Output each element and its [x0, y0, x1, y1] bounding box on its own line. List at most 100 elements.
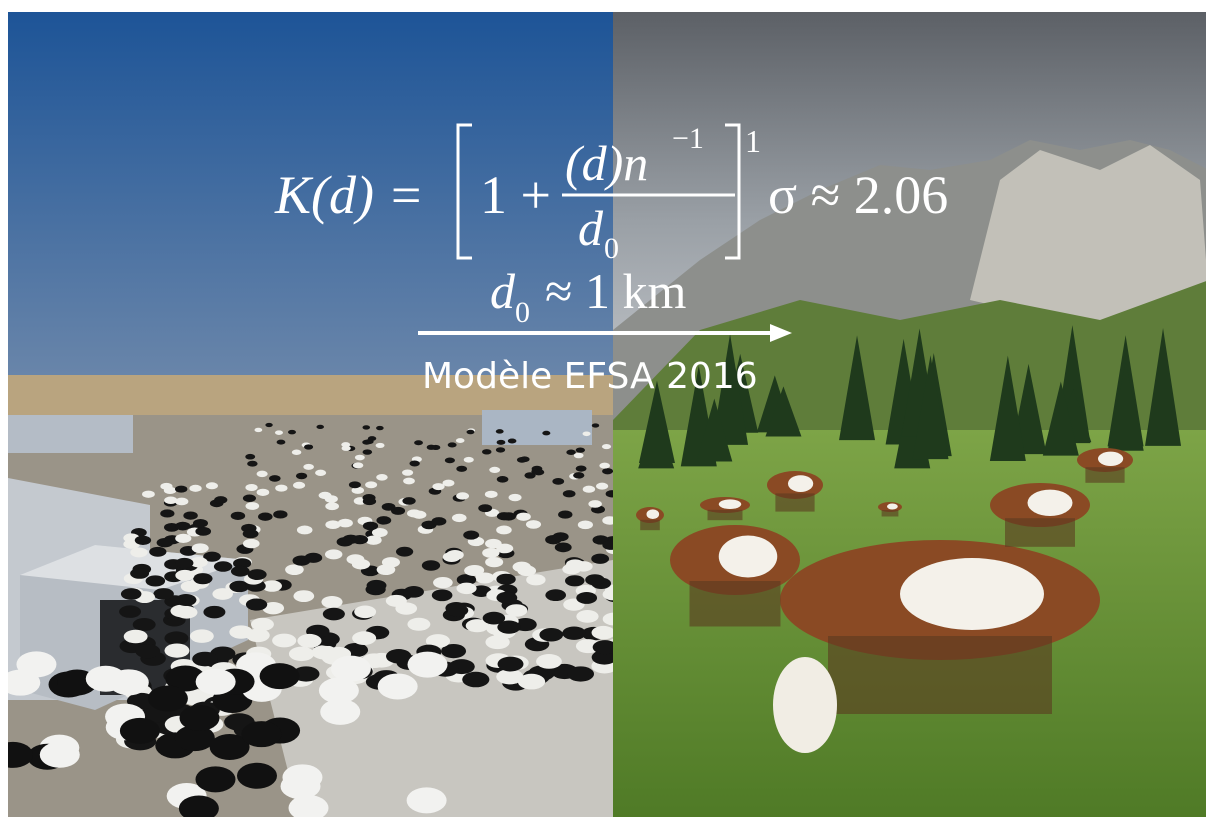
cow: [407, 618, 430, 631]
cow: [293, 590, 314, 602]
cow: [422, 560, 440, 570]
cow: [245, 484, 257, 491]
cow-legs: [708, 510, 743, 520]
cow: [246, 629, 270, 643]
cow: [433, 577, 453, 588]
cow: [599, 463, 610, 469]
cow: [192, 543, 209, 553]
cow: [214, 561, 232, 572]
cow: [243, 539, 260, 548]
cow-patch: [788, 475, 813, 492]
cow: [175, 534, 191, 543]
cow: [157, 538, 174, 547]
cow: [289, 647, 314, 661]
cow-patch: [1098, 452, 1123, 466]
cow: [463, 531, 479, 540]
cow: [175, 558, 193, 568]
scale-value: ≈ 1 km: [545, 263, 686, 319]
cow: [296, 473, 307, 479]
cow: [485, 557, 503, 567]
cow: [516, 513, 531, 521]
cow: [292, 450, 302, 455]
cow: [352, 631, 376, 645]
cow: [304, 553, 322, 563]
cow: [496, 526, 512, 535]
cow-head: [773, 657, 837, 753]
cow-patch: [887, 504, 898, 510]
cow: [376, 443, 385, 448]
cow: [124, 630, 148, 644]
farm-scene: [0, 12, 630, 819]
cow: [247, 461, 257, 467]
cow: [281, 773, 321, 799]
cow: [478, 504, 492, 512]
cow: [164, 631, 188, 645]
cow: [363, 498, 376, 506]
cow: [563, 490, 576, 497]
cow-legs: [828, 636, 1052, 714]
cow: [315, 470, 326, 476]
cow: [462, 672, 489, 688]
cow: [542, 431, 550, 436]
cow: [457, 583, 477, 594]
denominator: d: [578, 200, 604, 256]
cow: [164, 643, 189, 657]
cow: [592, 626, 616, 639]
cow: [265, 423, 272, 427]
cow: [456, 492, 469, 499]
cow: [509, 494, 522, 501]
cow: [160, 509, 174, 517]
barn: [8, 415, 133, 453]
cow: [245, 502, 259, 510]
cow: [160, 483, 172, 490]
exponent: −1: [672, 122, 704, 155]
exponent: 1: [745, 123, 761, 159]
cow: [526, 520, 541, 529]
cow: [175, 522, 190, 531]
cow: [396, 547, 413, 557]
cow: [506, 604, 528, 616]
cow: [496, 574, 515, 585]
cow: [245, 454, 255, 460]
cow: [427, 445, 436, 450]
cow: [353, 462, 364, 468]
cow: [496, 429, 504, 434]
cow: [585, 574, 604, 585]
cow: [254, 428, 262, 432]
cow: [402, 497, 415, 505]
cow: [414, 440, 423, 445]
cow: [498, 657, 524, 672]
cow: [214, 496, 227, 504]
cow: [574, 453, 584, 459]
cow: [576, 447, 585, 452]
cow: [175, 570, 194, 581]
cow: [303, 464, 314, 470]
cow: [120, 718, 160, 744]
cow: [552, 478, 564, 485]
cow: [443, 552, 461, 562]
cow: [175, 486, 187, 493]
cow-legs: [775, 493, 814, 511]
cow: [485, 491, 498, 498]
cow: [386, 595, 407, 607]
cow: [378, 673, 418, 699]
cow: [407, 787, 447, 813]
cow: [526, 574, 545, 585]
cow: [349, 481, 361, 488]
cow: [241, 721, 281, 747]
cow: [565, 575, 585, 586]
cow: [195, 527, 211, 536]
cow: [553, 532, 569, 541]
cow-legs: [640, 520, 660, 530]
cow: [363, 449, 372, 454]
cow: [496, 544, 513, 554]
cow: [467, 430, 475, 435]
cow: [257, 489, 270, 496]
cow: [432, 483, 444, 490]
cow: [578, 521, 593, 530]
cow: [272, 634, 296, 648]
cow: [443, 480, 455, 487]
cow: [402, 469, 413, 475]
cow: [179, 705, 219, 731]
cow: [562, 626, 586, 639]
